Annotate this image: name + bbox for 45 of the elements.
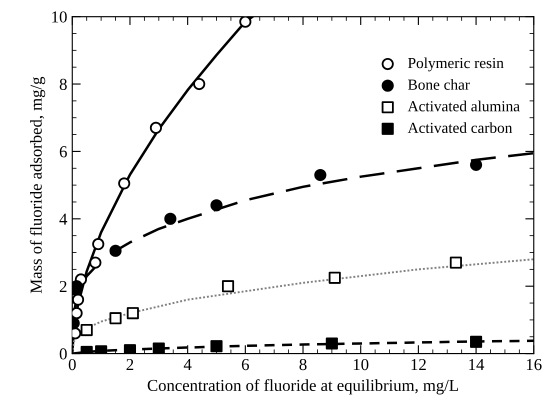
y-tick-label: 6 xyxy=(60,146,67,158)
x-tick-label: 4 xyxy=(184,359,192,370)
point xyxy=(124,344,136,354)
point xyxy=(89,256,102,269)
y-tick-label: 0 xyxy=(60,348,67,360)
point xyxy=(72,307,83,320)
x-tick-label: 10 xyxy=(354,358,368,370)
point xyxy=(193,78,206,90)
x-tick-label: 2 xyxy=(126,358,134,370)
point xyxy=(80,324,93,336)
point xyxy=(126,307,139,320)
legend-label: Activated carbon xyxy=(408,122,512,133)
point xyxy=(326,337,338,350)
y-axis-title: Mass of fluoride adsorbed, mg/g xyxy=(30,76,46,294)
point xyxy=(328,272,341,284)
y-tick-label: 4 xyxy=(59,214,68,225)
point xyxy=(164,212,176,225)
point xyxy=(109,312,122,324)
point xyxy=(150,122,162,134)
x-axis-title: Concentration of fluoride at equilibrium, mg/L xyxy=(148,379,458,394)
point xyxy=(450,256,462,269)
y-tick-label: 2 xyxy=(60,280,66,292)
point xyxy=(210,199,223,212)
x-tick-label: 16 xyxy=(526,358,542,370)
x-tick-label: 14 xyxy=(469,359,484,370)
point xyxy=(210,340,223,352)
legend-label: Bone char xyxy=(408,79,470,90)
point xyxy=(109,244,122,257)
point xyxy=(118,177,130,190)
legend-label: Activated alumina xyxy=(408,100,520,112)
point xyxy=(470,158,482,171)
x-tick-label: 0 xyxy=(68,358,76,370)
point xyxy=(92,238,104,250)
point xyxy=(152,342,165,354)
x-tick-label: 6 xyxy=(242,358,250,370)
y-tick-label: 8 xyxy=(60,78,67,90)
point xyxy=(222,280,234,292)
x-tick-label: 12 xyxy=(412,358,426,370)
point xyxy=(239,16,252,28)
point xyxy=(314,168,326,182)
point xyxy=(470,336,482,348)
x-tick-label: 8 xyxy=(299,358,307,370)
legend-label: Polymeric resin xyxy=(408,57,504,72)
y-tick-label: 10 xyxy=(52,11,67,23)
point xyxy=(72,294,84,306)
